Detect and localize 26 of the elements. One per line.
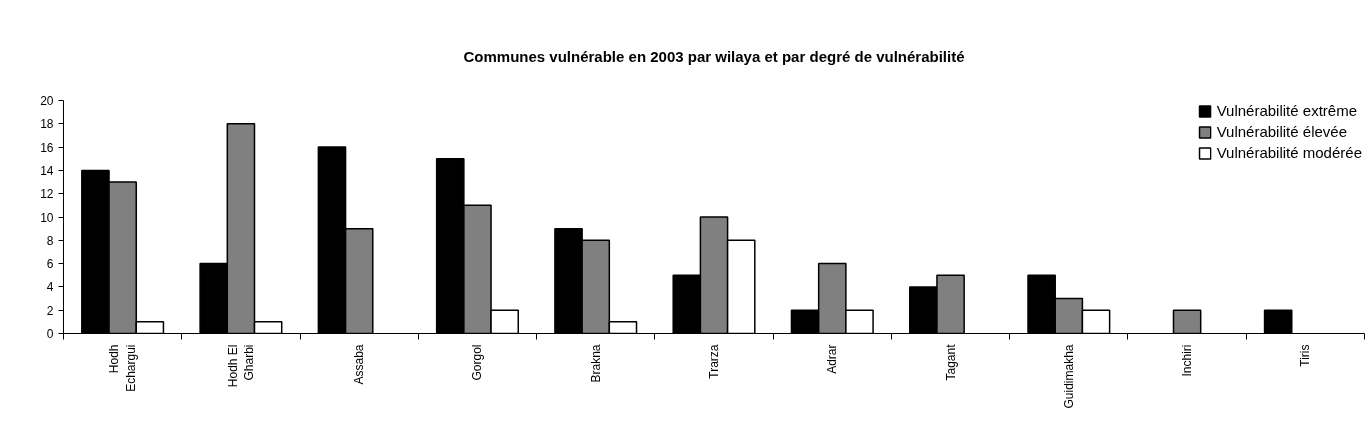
y-tick-label: 18 <box>40 117 54 132</box>
legend-label: Vulnérabilité extrême <box>1216 102 1357 119</box>
y-tick-label: 8 <box>46 233 54 248</box>
y-tick-label: 2 <box>46 303 54 318</box>
x-tick-label: Tiris <box>1298 344 1313 367</box>
legend-label: Vulnérabilité élevée <box>1216 123 1347 140</box>
y-tick-label: 12 <box>40 187 54 202</box>
x-tick-label: Trarza <box>707 344 721 379</box>
chart-title: Communes vulnérable en 2003 par wilaya et par degré de vulnérabilité <box>463 47 965 65</box>
y-tick-label: 0 <box>46 327 54 341</box>
y-tick-label: 4 <box>46 280 54 295</box>
legend-label: Vulnérabilité modérée <box>1216 144 1362 161</box>
y-tick-label: 10 <box>40 210 54 225</box>
x-tick-label: Gorgol <box>470 344 485 381</box>
x-tick-label: Hodh Echargui <box>107 344 139 392</box>
x-tick-label: Guidimakha <box>1061 344 1076 409</box>
x-tick-label: Assaba <box>352 344 367 385</box>
x-tick-label: Tagant <box>943 343 958 381</box>
x-tick-label: Brakna <box>588 344 603 383</box>
y-tick-label: 16 <box>40 140 54 155</box>
x-tick-label: Hodh El Gharbi <box>225 344 257 388</box>
x-tick-label: Adrar <box>825 344 840 374</box>
x-tick-label: Inchiri <box>1180 344 1195 377</box>
y-tick-label: 14 <box>40 163 54 178</box>
y-tick-label: 20 <box>40 94 54 108</box>
y-tick-label: 6 <box>46 257 54 272</box>
